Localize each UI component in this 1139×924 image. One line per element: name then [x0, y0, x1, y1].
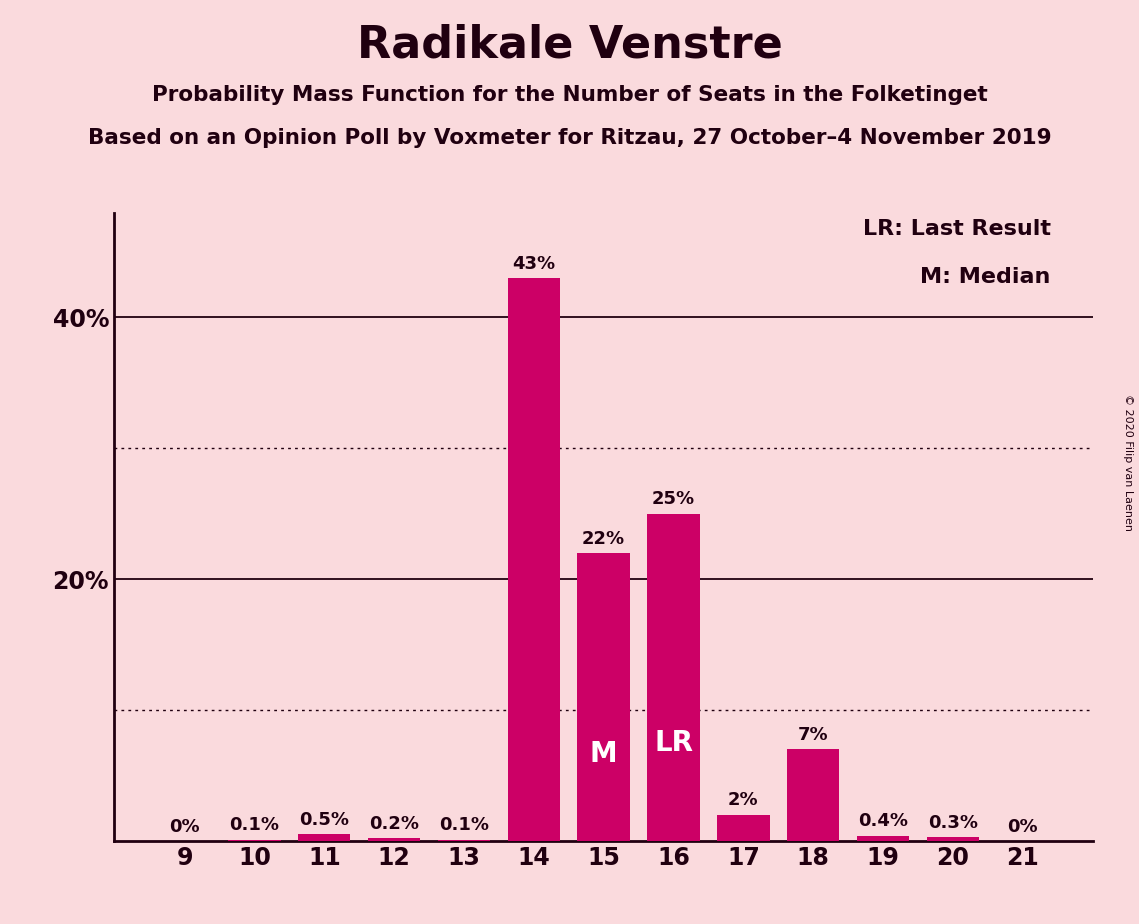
Bar	[787, 749, 839, 841]
Text: M: Median: M: Median	[920, 268, 1050, 287]
Text: 2%: 2%	[728, 792, 759, 809]
Text: 0.1%: 0.1%	[439, 816, 489, 834]
Bar	[857, 835, 909, 841]
Text: 0.5%: 0.5%	[300, 811, 350, 829]
Text: 43%: 43%	[513, 255, 556, 273]
Text: 0.2%: 0.2%	[369, 815, 419, 833]
Bar	[368, 838, 420, 841]
Bar	[647, 514, 699, 841]
Text: 25%: 25%	[652, 491, 695, 508]
Text: 0.3%: 0.3%	[928, 814, 978, 832]
Bar	[718, 815, 770, 841]
Text: Probability Mass Function for the Number of Seats in the Folketinget: Probability Mass Function for the Number…	[151, 85, 988, 105]
Text: Based on an Opinion Poll by Voxmeter for Ritzau, 27 October–4 November 2019: Based on an Opinion Poll by Voxmeter for…	[88, 128, 1051, 148]
Bar	[577, 553, 630, 841]
Text: 0.1%: 0.1%	[229, 816, 279, 834]
Text: LR: Last Result: LR: Last Result	[862, 219, 1050, 239]
Text: 0%: 0%	[1007, 818, 1038, 835]
Bar	[437, 840, 490, 841]
Text: 22%: 22%	[582, 529, 625, 548]
Text: 0%: 0%	[170, 818, 200, 835]
Bar	[228, 840, 280, 841]
Text: Radikale Venstre: Radikale Venstre	[357, 23, 782, 67]
Text: 7%: 7%	[798, 726, 828, 744]
Bar	[298, 834, 351, 841]
Text: 0.4%: 0.4%	[858, 812, 908, 831]
Text: © 2020 Filip van Laenen: © 2020 Filip van Laenen	[1123, 394, 1133, 530]
Bar	[927, 837, 980, 841]
Text: M: M	[590, 740, 617, 769]
Text: LR: LR	[654, 729, 693, 757]
Bar	[508, 278, 560, 841]
